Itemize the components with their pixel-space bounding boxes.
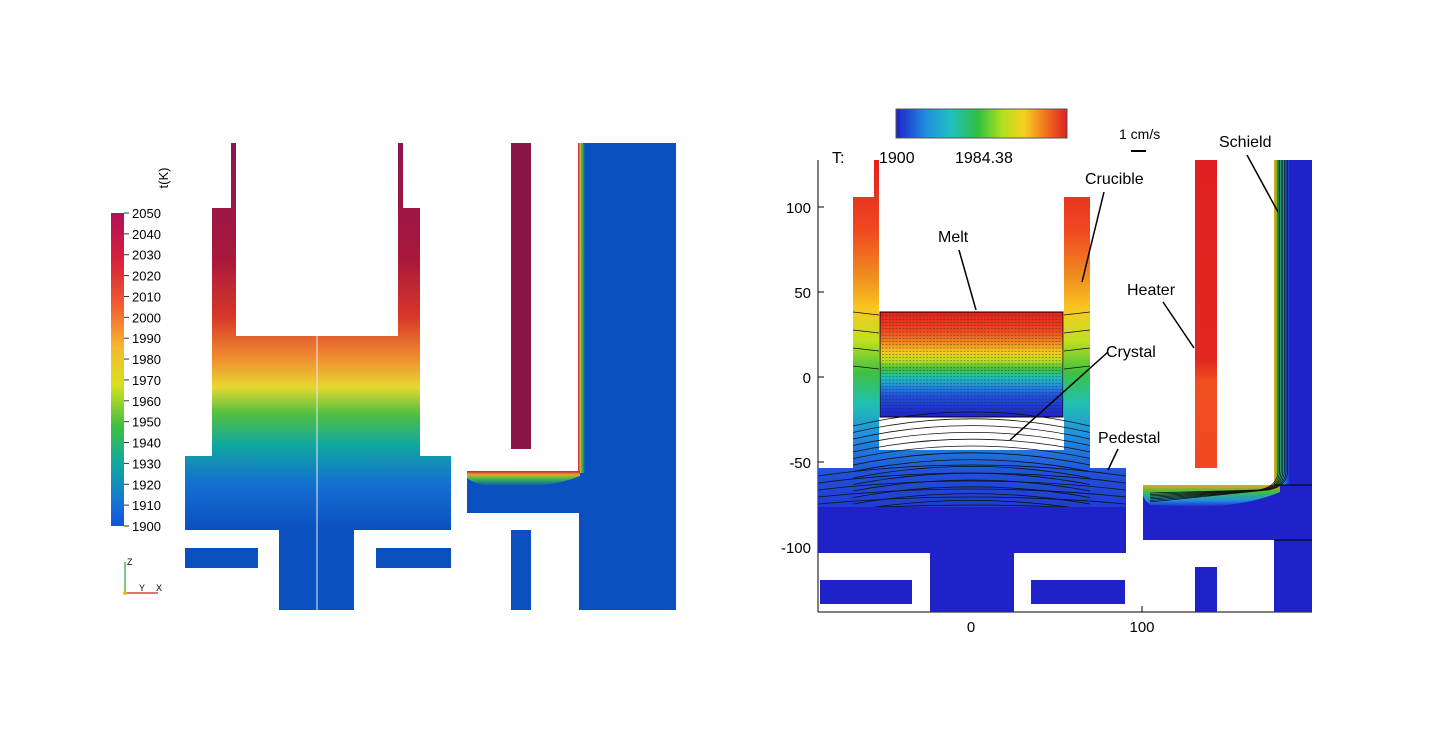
wall-isotherm: [852, 347, 880, 352]
shield-isotherm-curve: [1149, 160, 1287, 501]
colorbar-tick-label: 1900: [132, 519, 161, 534]
isotherm-curve: [852, 445, 1091, 459]
left-heater: [511, 143, 531, 449]
colorbar-tick-label: 1980: [132, 352, 161, 367]
y-tick-label: 0: [803, 370, 811, 387]
isotherm-curve: [852, 466, 1091, 479]
y-tick-label: -100: [781, 540, 811, 557]
axes-triad: Z Y X: [123, 557, 162, 595]
colorbar-tick-label: 2010: [132, 289, 161, 304]
colorbar-tick-label: 1990: [132, 331, 161, 346]
isotherm-curve: [852, 432, 1091, 446]
isotherm-curve: [852, 425, 1091, 440]
y-tick-label: 100: [786, 200, 811, 217]
x-tick-label: 100: [1129, 619, 1154, 636]
scale-label: 1 cm/s: [1119, 126, 1160, 142]
isotherm-curve: [817, 472, 1127, 484]
colorbar-tick-label: 2020: [132, 269, 161, 284]
triad-z-label: Z: [127, 557, 133, 567]
colorbar-tick-label: 1920: [132, 477, 161, 492]
callout-schield: Schield: [1219, 134, 1271, 151]
left-panel: t(K) 2050 2040 2030 2020 2010 2000 1990 1980 197…: [111, 143, 676, 610]
left-heater-lower: [511, 530, 531, 610]
isotherm-curve: [852, 418, 1091, 433]
melt-outline: [879, 311, 1064, 418]
right-plate-left: [820, 580, 912, 604]
colorbar-tick-label: 2040: [132, 227, 161, 242]
right-base: [818, 507, 1126, 553]
right-crucible-body: [818, 160, 1126, 553]
colorbar-title: t(K): [156, 168, 171, 189]
right-plate-right: [1031, 580, 1125, 604]
isotherm-curve: [817, 488, 1127, 498]
wall-isotherm: [1063, 329, 1091, 334]
right-pedestal-stem: [930, 553, 1014, 612]
triad-y-label: Y: [139, 583, 145, 593]
right-heater-lower: [1195, 567, 1217, 612]
isotherm-curve: [852, 411, 1091, 427]
wall-isotherm: [1063, 347, 1091, 352]
isotherm-curve: [852, 459, 1091, 472]
colorbar-tick-label: 1970: [132, 373, 161, 388]
colorbar-ticks: 2050 2040 2030 2020 2010 2000 1990 1980 1970 1960…: [124, 206, 161, 534]
isotherm-curve: [852, 438, 1091, 453]
callout-heater: Heater: [1127, 282, 1176, 299]
isotherm-curve: [852, 500, 1091, 511]
legend-min: 1900: [879, 150, 915, 167]
legend-max: 1984.38: [955, 150, 1013, 167]
wall-isotherm: [852, 311, 880, 316]
wall-isotherm: [1063, 311, 1091, 316]
colorbar-tick-label: 1950: [132, 415, 161, 430]
isotherm-curve: [852, 479, 1091, 492]
colorbar-tick-label: 1960: [132, 394, 161, 409]
right-legend-bar: [895, 108, 1068, 139]
shield-isotherm-curve: [1149, 160, 1285, 500]
left-shield: [579, 143, 676, 610]
colorbar-tick-label: 1930: [132, 456, 161, 471]
left-plate-left: [185, 548, 258, 568]
isotherm-curve: [817, 464, 1127, 477]
wall-isotherm: [852, 329, 880, 334]
callout-crucible: Crucible: [1085, 171, 1144, 188]
triad-x-label: X: [156, 583, 162, 593]
isotherm-curve: [817, 480, 1127, 491]
colorbar-tick-label: 2000: [132, 310, 161, 325]
x-tick-label: 0: [967, 619, 975, 636]
y-tick-label: 50: [794, 285, 811, 302]
callout-crystal: Crystal: [1106, 344, 1156, 361]
isotherm-curve: [817, 496, 1127, 505]
isotherm-curve: [852, 486, 1091, 498]
left-colorbar: [111, 213, 124, 526]
right-melt: [880, 312, 1063, 417]
left-shield-gradient: [578, 143, 585, 473]
right-y-ticks: 100 50 0 -50 -100: [781, 200, 824, 557]
colorbar-tick-label: 2030: [132, 248, 161, 263]
colorbar-tick-label: 2050: [132, 206, 161, 221]
y-tick-label: -50: [789, 455, 811, 472]
wall-isotherm: [1063, 365, 1091, 370]
left-plate-right: [376, 548, 451, 568]
colorbar-tick-label: 1940: [132, 436, 161, 451]
shield-isotherms: [1149, 160, 1312, 541]
wall-isotherm: [852, 365, 880, 370]
left-shelf-gradient: [467, 471, 580, 486]
melt-flow-vectors: [879, 311, 1064, 418]
shield-isotherm-curve: [1149, 160, 1288, 503]
callouts: Crucible Melt Crystal Heater Pedestal Sc…: [938, 134, 1279, 471]
left-crucible-body: [185, 143, 451, 530]
isotherm-curve: [852, 452, 1091, 466]
isotherm-lines: [817, 311, 1127, 512]
legend-label: T:: [832, 150, 844, 167]
right-heater: [1195, 160, 1217, 468]
colorbar-tick-label: 1910: [132, 498, 161, 513]
callout-melt: Melt: [938, 229, 969, 246]
callout-pedestal: Pedestal: [1098, 430, 1160, 447]
